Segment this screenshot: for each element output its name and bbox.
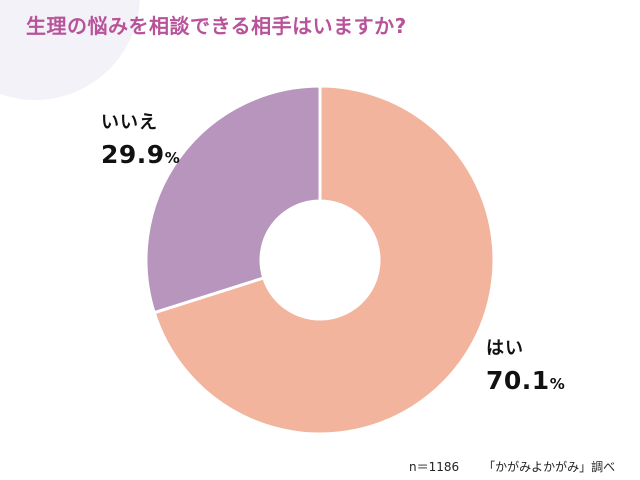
donut-slice-hai <box>152 84 496 436</box>
slice-value-unit-iie: % <box>164 149 181 167</box>
source-note: 「かがみよかがみ」調べ <box>483 460 616 474</box>
slice-value-number-hai: 70.1 <box>486 366 550 395</box>
donut-slice-iie <box>144 84 322 315</box>
label-group-hai: はい 70.1% <box>486 334 565 395</box>
label-group-iie: いいえ 29.9% <box>101 108 180 169</box>
chart-title: 生理の悩みを相談できる相手はいますか? <box>26 14 407 38</box>
sample-size: n＝1186 <box>409 460 460 474</box>
chart-footnote: n＝1186 「かがみよかがみ」調べ <box>409 458 615 475</box>
slice-value-number-iie: 29.9 <box>101 140 165 169</box>
slice-value-hai: 70.1% <box>486 366 565 395</box>
slice-label-iie: いいえ <box>101 112 158 133</box>
slice-value-iie: 29.9% <box>101 140 180 169</box>
slice-label-hai: はい <box>486 338 524 359</box>
donut-slices <box>144 84 496 436</box>
slice-value-unit-hai: % <box>549 375 566 393</box>
